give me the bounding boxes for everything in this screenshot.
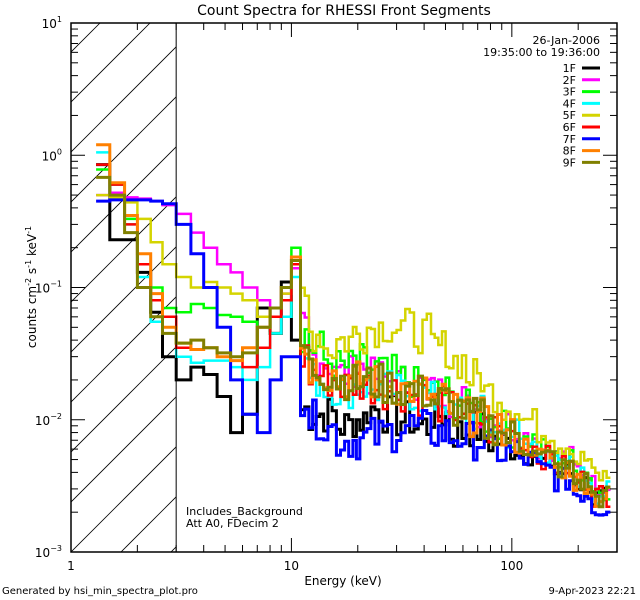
x-axis-ticks [70, 23, 618, 552]
annotation-attenuator: Att A0, FDecim 2 [186, 517, 279, 530]
legend-label: 8F [563, 145, 576, 158]
chart-title: Count Spectra for RHESSI Front Segments [197, 3, 491, 19]
legend-label: 1F [563, 62, 576, 75]
footer-generated-by: Generated by hsi_min_spectra_plot.pro [2, 586, 198, 597]
footer-timestamp: 9-Apr-2023 22:21 [549, 586, 636, 597]
x-tick-label: 100 [500, 559, 523, 573]
y-tick-label: 101 [42, 15, 62, 31]
series-layer [96, 143, 611, 517]
legend-label: 3F [563, 86, 576, 99]
series-9F-line [96, 175, 611, 509]
legend-label: 9F [563, 156, 576, 169]
y-tick-label: 100 [42, 147, 62, 163]
legend-label: 6F [563, 121, 576, 134]
y-tick-label: 10−3 [35, 544, 62, 560]
series-8F-line [96, 143, 611, 508]
legend-label: 5F [563, 109, 576, 122]
y-axis-ticks [71, 28, 617, 553]
legend-label: 2F [563, 74, 576, 87]
y-tick-label: 10−2 [35, 412, 62, 428]
x-tick-label: 1 [67, 559, 75, 573]
y-axis-label: counts cm-2 s-1 keV-1 [24, 226, 39, 348]
x-axis-tick-labels: 1 10 100 [67, 559, 523, 573]
y-axis-tick-labels: 101 100 10−1 10−2 10−3 [35, 15, 62, 560]
date-label: 26-Jan-2006 [533, 34, 601, 47]
y-tick-label: 10−1 [35, 280, 62, 296]
annotation-background: Includes_Background [186, 505, 303, 518]
legend-label: 4F [563, 97, 576, 110]
x-tick-label: 10 [284, 559, 299, 573]
time-range-label: 19:35:00 to 19:36:00 [483, 46, 600, 59]
legend-label: 7F [563, 133, 576, 146]
x-axis-label: Energy (keV) [304, 574, 381, 588]
